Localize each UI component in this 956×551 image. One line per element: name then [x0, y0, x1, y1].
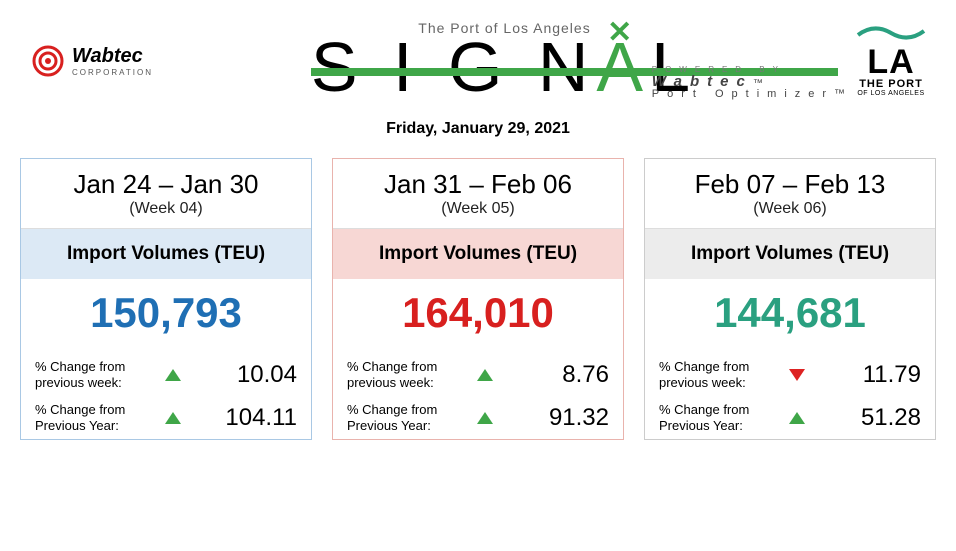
- week-number: (Week 05): [341, 200, 615, 218]
- delta-value: 51.28: [861, 404, 921, 432]
- delta-label: % Change fromprevious week:: [347, 359, 467, 390]
- delta-label-line: Previous Year:: [35, 418, 155, 434]
- port-la-logo: LA THE PORT OF LOS ANGELES: [856, 25, 926, 97]
- triangle-up-icon: [477, 412, 493, 424]
- card-header: Jan 31 – Feb 06(Week 05): [333, 159, 623, 229]
- wabtec-sub: CORPORATION: [72, 68, 153, 77]
- volume-card: Jan 24 – Jan 30(Week 04)Import Volumes (…: [20, 158, 312, 440]
- wabtec-swirl-icon: [30, 43, 66, 79]
- report-date: Friday, January 29, 2021: [0, 120, 956, 138]
- cross-icon: ✕: [607, 18, 640, 48]
- delta-label: % Change fromPrevious Year:: [659, 402, 779, 433]
- wabtec-logo: Wabtec CORPORATION: [30, 43, 153, 79]
- delta-label-line: previous week:: [347, 375, 467, 391]
- delta-label-line: % Change from: [347, 359, 467, 375]
- delta-label: % Change fromPrevious Year:: [347, 402, 467, 433]
- change-week-row: % Change fromprevious week: 10.04: [21, 353, 311, 396]
- week-number: (Week 06): [653, 200, 927, 218]
- change-week-row: % Change fromprevious week: 8.76: [333, 353, 623, 396]
- delta-value: 10.04: [237, 361, 297, 389]
- la-port-text: THE PORT: [856, 79, 926, 90]
- triangle-up-icon: [789, 412, 805, 424]
- date-range: Jan 24 – Jan 30: [29, 169, 303, 200]
- delta-label: % Change fromPrevious Year:: [35, 402, 155, 433]
- triangle-up-icon: [477, 369, 493, 381]
- triangle-up-icon: [165, 369, 181, 381]
- delta-label: % Change fromprevious week:: [35, 359, 155, 390]
- import-band: Import Volumes (TEU): [645, 229, 935, 279]
- delta-label-line: % Change from: [659, 359, 779, 375]
- triangle-up-icon: [165, 412, 181, 424]
- delta-label-line: % Change from: [35, 359, 155, 375]
- delta-value: 91.32: [549, 404, 609, 432]
- card-header: Jan 24 – Jan 30(Week 04): [21, 159, 311, 229]
- change-week-row: % Change fromprevious week: 11.79: [645, 353, 935, 396]
- delta-value: 8.76: [562, 361, 609, 389]
- delta-label: % Change fromprevious week:: [659, 359, 779, 390]
- change-year-row: % Change fromPrevious Year: 91.32: [333, 396, 623, 439]
- delta-label-line: Previous Year:: [347, 418, 467, 434]
- delta-value: 11.79: [863, 361, 921, 389]
- delta-label-line: previous week:: [659, 375, 779, 391]
- import-band: Import Volumes (TEU): [21, 229, 311, 279]
- volume-card: Feb 07 – Feb 13(Week 06)Import Volumes (…: [644, 158, 936, 440]
- wave-icon: [856, 25, 926, 41]
- volume-value: 150,793: [21, 279, 311, 353]
- powered-by: POWERED BY Wabtec™ Port Optimizer™: [652, 66, 853, 100]
- signal-wordmark: S I G NA✕L POWERED BY Wabtec™ Port Optim…: [311, 32, 698, 102]
- powered-by-product: Port Optimizer™: [652, 89, 853, 100]
- delta-label-line: Previous Year:: [659, 418, 779, 434]
- la-text: LA: [856, 45, 926, 79]
- import-band: Import Volumes (TEU): [333, 229, 623, 279]
- date-range: Jan 31 – Feb 06: [341, 169, 615, 200]
- header: Wabtec CORPORATION The Port of Los Angel…: [0, 0, 956, 112]
- card-header: Feb 07 – Feb 13(Week 06): [645, 159, 935, 229]
- change-year-row: % Change fromPrevious Year: 104.11: [21, 396, 311, 439]
- volume-value: 144,681: [645, 279, 935, 353]
- change-year-row: % Change fromPrevious Year: 51.28: [645, 396, 935, 439]
- week-number: (Week 04): [29, 200, 303, 218]
- delta-label-line: % Change from: [347, 402, 467, 418]
- delta-label-line: previous week:: [35, 375, 155, 391]
- delta-label-line: % Change from: [659, 402, 779, 418]
- volume-value: 164,010: [333, 279, 623, 353]
- cards-row: Jan 24 – Jan 30(Week 04)Import Volumes (…: [0, 158, 956, 440]
- date-range: Feb 07 – Feb 13: [653, 169, 927, 200]
- delta-label-line: % Change from: [35, 402, 155, 418]
- wabtec-brand: Wabtec: [72, 45, 153, 68]
- signal-logo: The Port of Los Angeles S I G NA✕L POWER…: [153, 20, 856, 102]
- triangle-down-icon: [789, 369, 805, 381]
- delta-value: 104.11: [225, 404, 297, 432]
- la-sub-text: OF LOS ANGELES: [856, 90, 926, 97]
- volume-card: Jan 31 – Feb 06(Week 05)Import Volumes (…: [332, 158, 624, 440]
